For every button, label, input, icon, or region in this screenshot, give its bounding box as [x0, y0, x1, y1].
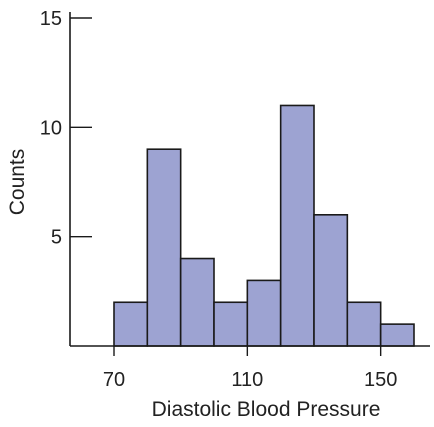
histogram-bar-120-130 [279, 104, 315, 347]
y-tick-label-10: 10 [40, 117, 62, 139]
histogram-bar-80-90 [146, 148, 182, 347]
y-axis-label: Counts [6, 149, 29, 216]
histogram-bar-70-80 [113, 301, 149, 347]
bars-layer [113, 104, 415, 347]
ticks-layer: 5 10 15 70 110 150 [40, 8, 398, 391]
histogram-bar-130-140 [313, 214, 349, 347]
y-tick-label-15: 15 [40, 8, 62, 30]
histogram-bar-100-110 [213, 301, 249, 347]
x-tick-label-70: 70 [103, 369, 125, 391]
axes-layer [69, 12, 430, 347]
histogram-bar-90-100 [179, 257, 215, 347]
x-axis-label: Diastolic Blood Pressure [152, 398, 381, 421]
histogram-bar-140-150 [346, 301, 382, 347]
x-tick-label-110: 110 [231, 369, 263, 391]
y-tick-label-5: 5 [51, 227, 62, 249]
x-tick-label-150: 150 [364, 369, 397, 391]
histogram-bar-110-120 [246, 279, 282, 347]
histogram-bar-150-160 [379, 323, 415, 347]
